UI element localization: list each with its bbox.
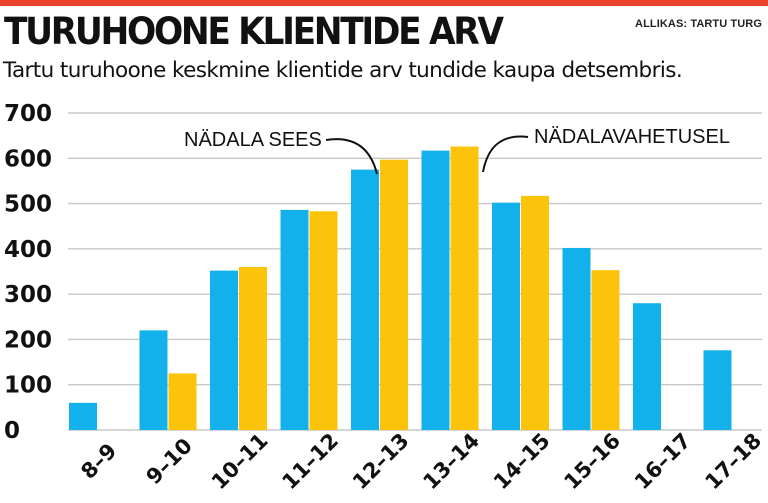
bar-weekday — [210, 270, 238, 430]
x-tick-label: 10–11 — [207, 428, 273, 494]
y-tick-label: 400 — [4, 237, 52, 263]
bar-weekday — [69, 402, 97, 430]
chart-title: TURUHOONE KLIENTIDE ARV — [4, 10, 504, 53]
bar-weekend — [380, 159, 408, 430]
bar-weekend — [309, 211, 338, 430]
x-tick-label: 16–17 — [630, 428, 696, 494]
x-axis-ticks: 8–9 9–10 10–11 11–12 12–13 13–14 14–15 15–16 16–… — [76, 428, 766, 494]
y-tick-label: 0 — [4, 418, 20, 444]
annotation-weekend: NÄDALAVAHETUSEL — [534, 126, 730, 148]
x-tick-label: 11–12 — [277, 428, 343, 494]
annotation-weekday: NÄDALA SEES — [184, 129, 322, 151]
bar-weekday — [280, 209, 309, 430]
bars — [69, 146, 732, 431]
source-note: ALLIKAS: TARTU TURG — [635, 18, 762, 30]
chart-subtitle: Tartu turuhoone keskmine klientide arv t… — [3, 58, 683, 83]
bar-weekday — [351, 169, 379, 430]
y-tick-label: 100 — [4, 373, 52, 399]
bar-weekend — [521, 195, 549, 430]
x-tick-label: 8–9 — [76, 439, 121, 484]
bar-weekend — [168, 373, 197, 430]
x-tick-label: 9–10 — [142, 434, 197, 489]
y-tick-label: 700 — [4, 101, 52, 127]
x-tick-label: 12–13 — [348, 428, 414, 494]
bar-weekday — [703, 350, 732, 430]
y-tick-label: 300 — [4, 282, 52, 308]
x-tick-label: 15–16 — [559, 428, 625, 494]
accent-bar — [0, 0, 768, 6]
bar-weekday — [421, 150, 450, 430]
x-tick-label: 14–15 — [489, 428, 555, 494]
bar-weekday — [492, 202, 520, 430]
x-tick-label: 13–14 — [418, 428, 484, 494]
y-tick-label: 200 — [4, 327, 52, 353]
bar-weekday — [139, 330, 168, 430]
y-tick-label: 600 — [4, 146, 52, 172]
x-tick-label: 17–18 — [700, 428, 766, 494]
bar-weekend — [239, 266, 267, 430]
series-annotations: NÄDALA SEES NÄDALAVAHETUSEL — [184, 126, 730, 175]
y-tick-label: 500 — [4, 192, 52, 218]
bar-weekend — [591, 270, 620, 430]
bar-weekday — [633, 303, 661, 430]
bar-weekend — [450, 146, 479, 431]
annotation-leader-weekend — [482, 135, 529, 173]
y-axis-ticks: 0 100 200 300 400 500 600 700 — [4, 101, 52, 444]
annotation-leader-weekday — [325, 138, 378, 175]
bar-weekday — [562, 247, 591, 430]
